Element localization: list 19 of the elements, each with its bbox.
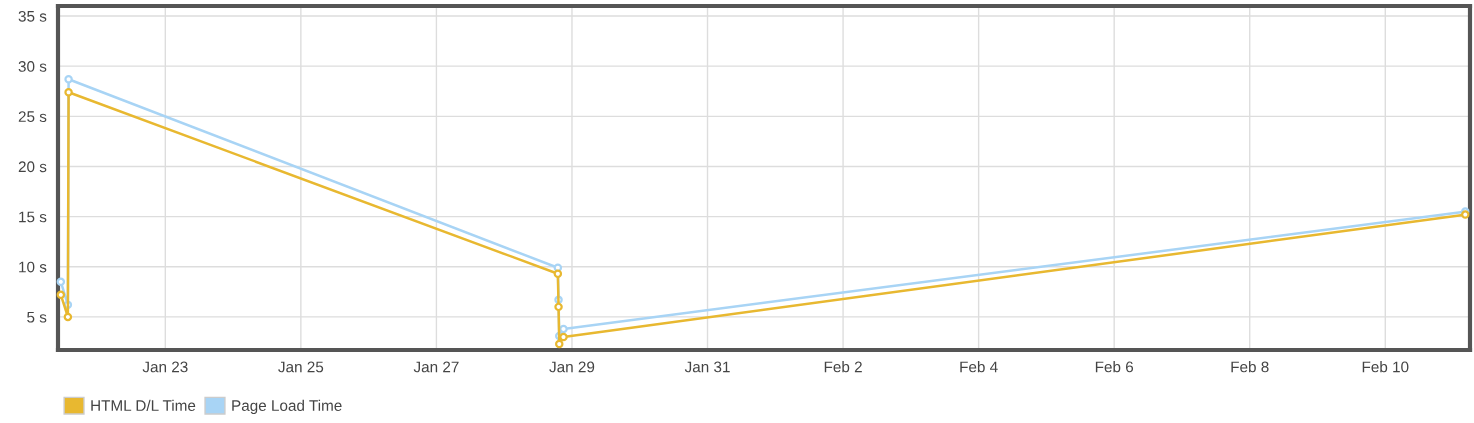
x-tick-label: Feb 2 xyxy=(824,361,862,373)
x-tick-label: Jan 23 xyxy=(142,361,188,373)
x-tick-label: Feb 6 xyxy=(1095,361,1134,373)
x-tick-label: Feb 8 xyxy=(1231,361,1269,373)
x-tick-label: Feb 10 xyxy=(1362,361,1409,373)
y-tick-label: 15 s xyxy=(19,211,47,223)
y-tick-label: 20 s xyxy=(18,161,47,173)
legend-label: Page Load Time xyxy=(232,399,342,415)
y-tick-label: 5 s xyxy=(27,311,47,323)
x-tick-label: Feb 4 xyxy=(960,361,998,373)
x-tick-label: Jan 31 xyxy=(684,361,730,373)
x-tick-label: Jan 25 xyxy=(278,361,324,373)
y-tick-label: 10 s xyxy=(19,261,47,273)
legend-label: HTML D/L Time xyxy=(91,399,196,411)
y-tick-label: 30 s xyxy=(18,61,47,72)
y-tick-label: 35 s xyxy=(18,10,47,22)
y-tick-label: 25 s xyxy=(18,111,47,123)
x-tick-label: Jan 27 xyxy=(413,361,459,373)
x-tick-label: Jan 29 xyxy=(549,361,595,373)
